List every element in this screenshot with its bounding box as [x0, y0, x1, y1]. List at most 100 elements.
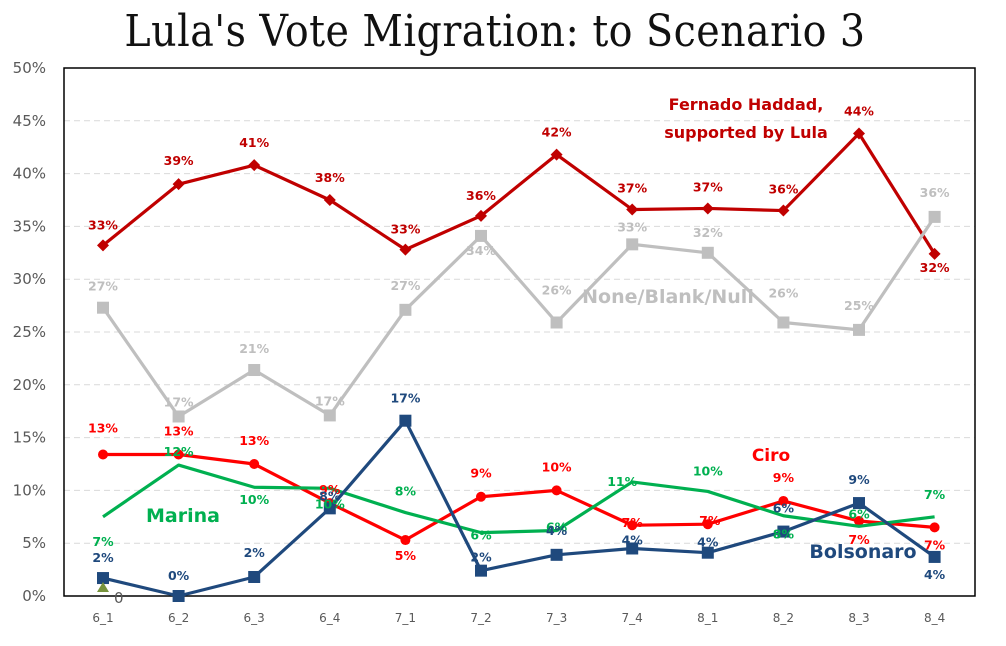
- data-point: [98, 449, 108, 460]
- data-label: 6%: [470, 528, 492, 543]
- data-point: [323, 409, 336, 422]
- data-point: [550, 548, 563, 561]
- data-label: 36%: [466, 188, 496, 203]
- data-label: 33%: [617, 219, 647, 234]
- data-point: [928, 247, 941, 260]
- series-name-label: Fernado Haddad,: [669, 95, 824, 114]
- data-label: 41%: [239, 135, 269, 150]
- data-label: 9%: [773, 470, 795, 485]
- data-point: [929, 522, 940, 533]
- series-fernado-haddad-supported-by-lula: [97, 127, 941, 260]
- chart-title: Lula's Vote Migration: to Scenario 3: [124, 6, 866, 57]
- data-label: 13%: [88, 420, 118, 435]
- x-tick-label: 8_4: [924, 611, 945, 625]
- data-label: 9%: [470, 466, 492, 481]
- series-name-label: Ciro: [752, 446, 790, 466]
- series-0: [97, 582, 109, 592]
- x-tick-label: 7_2: [470, 611, 491, 625]
- data-label: 7%: [848, 532, 870, 547]
- data-label: 4%: [697, 535, 719, 550]
- data-point: [475, 229, 487, 242]
- data-label: 17%: [164, 394, 194, 409]
- data-label: 13%: [164, 423, 194, 438]
- gridlines: [64, 120, 975, 544]
- data-label: 26%: [768, 285, 798, 300]
- data-label: 10%: [315, 496, 345, 511]
- data-point: [626, 238, 639, 251]
- data-point: [777, 204, 790, 217]
- data-point: [701, 246, 714, 259]
- series-name-labels: Fernado Haddad, supported by Lula None/Bla…: [146, 95, 917, 563]
- data-label: 10%: [542, 459, 572, 474]
- data-label: 4%: [622, 532, 644, 547]
- y-tick-label: 35%: [13, 217, 46, 235]
- y-tick-label: 15%: [13, 429, 46, 447]
- data-label: 0%: [168, 568, 190, 583]
- data-point: [853, 323, 865, 336]
- data-point: [97, 239, 109, 252]
- data-point: [172, 410, 185, 423]
- data-label: 7%: [699, 513, 721, 528]
- data-label: 7%: [622, 515, 644, 530]
- data-point: [626, 542, 639, 555]
- data-point: [854, 516, 864, 527]
- x-tick-label: 7_1: [395, 611, 416, 625]
- data-label: 33%: [390, 222, 420, 237]
- data-point: [777, 316, 790, 329]
- data-label: 11%: [607, 474, 637, 489]
- data-point: [97, 301, 109, 314]
- data-label: 34%: [466, 243, 496, 258]
- data-point: [475, 564, 487, 577]
- x-tick-label: 6_1: [92, 611, 113, 625]
- x-tick-label: 8_3: [848, 611, 869, 625]
- y-tick-label: 20%: [13, 376, 46, 394]
- data-label: 2%: [244, 545, 266, 560]
- series-name-label: supported by Lula: [664, 123, 828, 142]
- data-point: [248, 159, 261, 172]
- data-point: [323, 194, 336, 206]
- data-label: 6%: [848, 506, 870, 521]
- data-point: [97, 572, 109, 585]
- data-label: 42%: [542, 125, 572, 140]
- data-label: 13%: [239, 433, 269, 448]
- data-point: [928, 550, 941, 563]
- data-point: [853, 127, 865, 140]
- data-label: 36%: [768, 182, 798, 197]
- data-label: 26%: [542, 282, 572, 297]
- data-point: [778, 495, 789, 506]
- data-point: [400, 535, 411, 546]
- data-label: 38%: [315, 170, 345, 185]
- data-label: 4%: [924, 567, 946, 582]
- data-label: 9%: [319, 482, 341, 497]
- y-tick-label: 30%: [13, 270, 46, 288]
- y-tick-label: 5%: [22, 534, 46, 552]
- data-label: 27%: [390, 278, 420, 293]
- y-tick-label: 0%: [22, 587, 46, 605]
- data-label: 12%: [164, 444, 194, 459]
- y-axis: 0% 5% 10% 15% 20% 25% 30% 35% 40% 45% 50%: [13, 59, 46, 605]
- data-point: [550, 148, 563, 161]
- series-ciro: [98, 449, 940, 546]
- x-tick-label: 7_3: [546, 611, 567, 625]
- x-tick-label: 7_4: [622, 611, 643, 625]
- data-point: [249, 459, 260, 469]
- y-tick-label: 50%: [13, 59, 46, 77]
- data-label: 2%: [92, 550, 114, 565]
- data-label: 6%: [546, 520, 568, 535]
- data-point: [476, 491, 486, 502]
- data-label: 27%: [88, 279, 118, 294]
- y-tick-label: 45%: [13, 112, 46, 130]
- data-label: 37%: [693, 179, 723, 194]
- y-tick-label: 40%: [13, 165, 46, 183]
- data-point: [399, 243, 412, 256]
- x-tick-label: 6_3: [244, 611, 265, 625]
- series-line: [103, 452, 935, 542]
- series-line: [101, 216, 936, 419]
- x-tick-label: 6_4: [319, 611, 340, 625]
- data-point: [701, 546, 714, 559]
- x-tick-label: 8_1: [697, 611, 718, 625]
- data-label: 32%: [693, 225, 723, 240]
- data-point: [626, 203, 639, 216]
- data-label: 44%: [844, 103, 874, 118]
